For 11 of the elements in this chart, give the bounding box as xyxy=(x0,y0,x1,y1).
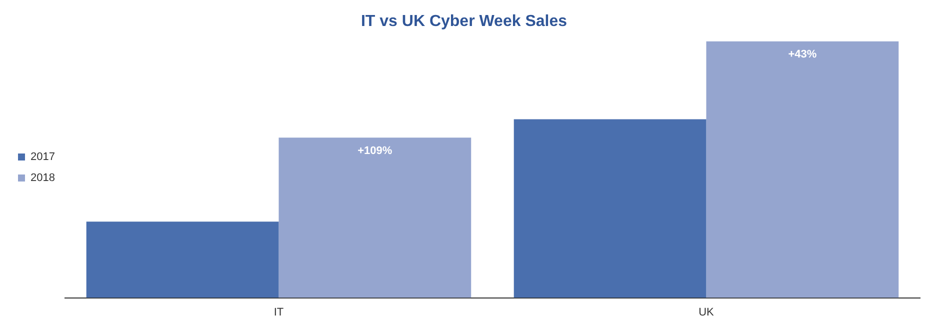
annotation: +43% xyxy=(788,48,817,61)
x-tick-label: UK xyxy=(698,306,715,318)
x-tick-label: IT xyxy=(274,306,284,318)
bar xyxy=(706,41,899,298)
annotation: +109% xyxy=(358,145,392,158)
bar xyxy=(514,119,706,298)
bar xyxy=(86,222,279,298)
legend-label: 2018 xyxy=(30,172,55,184)
chart-title: IT vs UK Cyber Week Sales xyxy=(360,13,568,30)
bar xyxy=(278,138,472,298)
legend-label: 2017 xyxy=(30,151,55,164)
